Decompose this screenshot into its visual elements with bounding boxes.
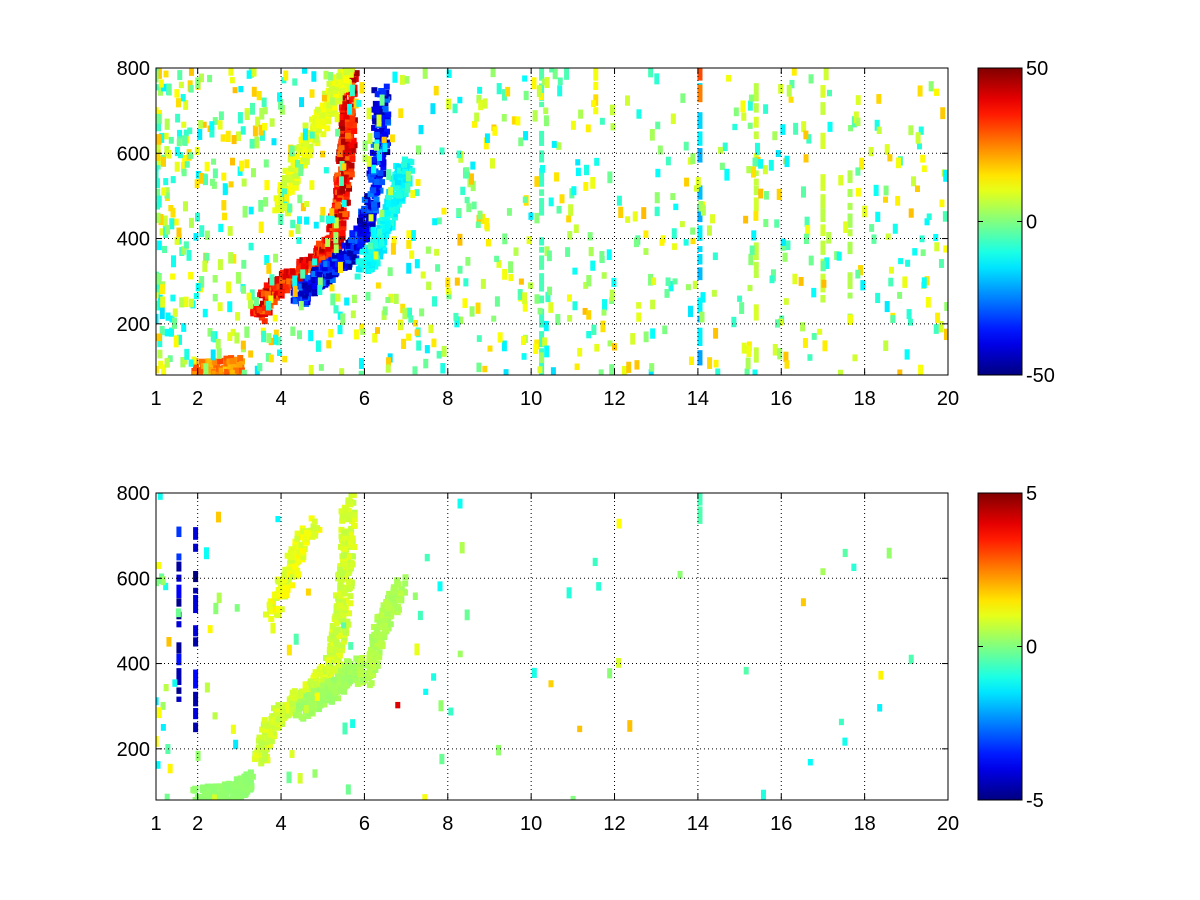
x-tick-label: 1 xyxy=(150,813,161,835)
x-tick-label: 20 xyxy=(937,388,959,410)
x-tick-label: 2 xyxy=(192,813,203,835)
colorbar-gradient xyxy=(977,492,1023,801)
x-tick-label: 6 xyxy=(359,388,370,410)
x-tick-label: 1 xyxy=(150,388,161,410)
x-tick-label: 2 xyxy=(192,388,203,410)
colorbar-tick-label: 0 xyxy=(1026,212,1037,234)
x-tick-label: 14 xyxy=(687,388,709,410)
stripe-1-4 xyxy=(593,68,599,115)
feature-1-3 xyxy=(290,83,392,307)
x-tick-label: 8 xyxy=(442,813,453,835)
x-tick-label: 18 xyxy=(854,388,876,410)
y-tick-label: 800 xyxy=(117,58,150,80)
x-tick-label: 6 xyxy=(359,813,370,835)
colorbar-2: -5 0 5 xyxy=(977,483,1044,812)
plot-area-2 xyxy=(156,493,948,800)
colorbar-gradient xyxy=(977,67,1023,376)
x-tick-label: 10 xyxy=(520,813,542,835)
axes-frame-1 xyxy=(155,67,949,376)
colorbar-tick-label: -50 xyxy=(1026,365,1055,387)
y-tick-label: 200 xyxy=(117,739,150,761)
heatmap-cells-1 xyxy=(156,68,948,375)
feature-2-2 xyxy=(251,493,358,767)
x-tick-label: 12 xyxy=(603,813,625,835)
x-tick-label: 20 xyxy=(937,813,959,835)
y-tick-label: 200 xyxy=(117,314,150,336)
y-axis-1: 200 400 600 800 xyxy=(117,58,948,336)
stripe-2-4 xyxy=(395,701,401,709)
colorbar-tick-label: 50 xyxy=(1026,58,1048,80)
noise-speckle-1 xyxy=(156,68,948,375)
colorbar-tick-label: -5 xyxy=(1026,790,1044,812)
x-tick-label: 16 xyxy=(770,813,792,835)
stripe-2-1 xyxy=(697,493,703,524)
x-tick-label: 8 xyxy=(442,388,453,410)
feature-2-1 xyxy=(190,769,256,800)
x-tick-label: 16 xyxy=(770,388,792,410)
x-tick-label: 14 xyxy=(687,813,709,835)
y-tick-label: 400 xyxy=(117,654,150,676)
x-tick-label: 10 xyxy=(520,388,542,410)
x-tick-label: 4 xyxy=(275,388,286,410)
grid-1 xyxy=(156,68,948,375)
x-axis-2: 1 2 4 6 8 10 12 14 16 18 20 xyxy=(150,493,959,835)
feature-1-1 xyxy=(191,354,245,375)
stripe-2-3 xyxy=(193,527,199,733)
grid-2 xyxy=(156,493,948,800)
heatmap-cells-2 xyxy=(156,493,914,800)
x-tick-label: 18 xyxy=(854,813,876,835)
y-tick-label: 600 xyxy=(117,568,150,590)
colorbar-tick-label: 0 xyxy=(1026,637,1037,659)
y-tick-label: 600 xyxy=(117,143,150,165)
y-tick-label: 800 xyxy=(117,483,150,505)
axes-frame-2 xyxy=(155,492,949,801)
feature-2-4 xyxy=(354,574,409,689)
colorbar-tick-label: 5 xyxy=(1026,483,1037,505)
x-axis-1: 1 2 4 6 8 10 12 14 16 18 20 xyxy=(150,68,959,410)
feature-2-5 xyxy=(262,515,323,622)
stripe-1-2 xyxy=(697,68,703,103)
x-tick-label: 12 xyxy=(603,388,625,410)
y-tick-label: 400 xyxy=(117,229,150,251)
colorbar-1: -50 0 50 xyxy=(977,58,1055,387)
plot-area-1 xyxy=(156,68,948,375)
noise-speckle-2 xyxy=(156,493,914,800)
x-tick-label: 4 xyxy=(275,813,286,835)
y-axis-2: 200 400 600 800 xyxy=(117,483,948,761)
